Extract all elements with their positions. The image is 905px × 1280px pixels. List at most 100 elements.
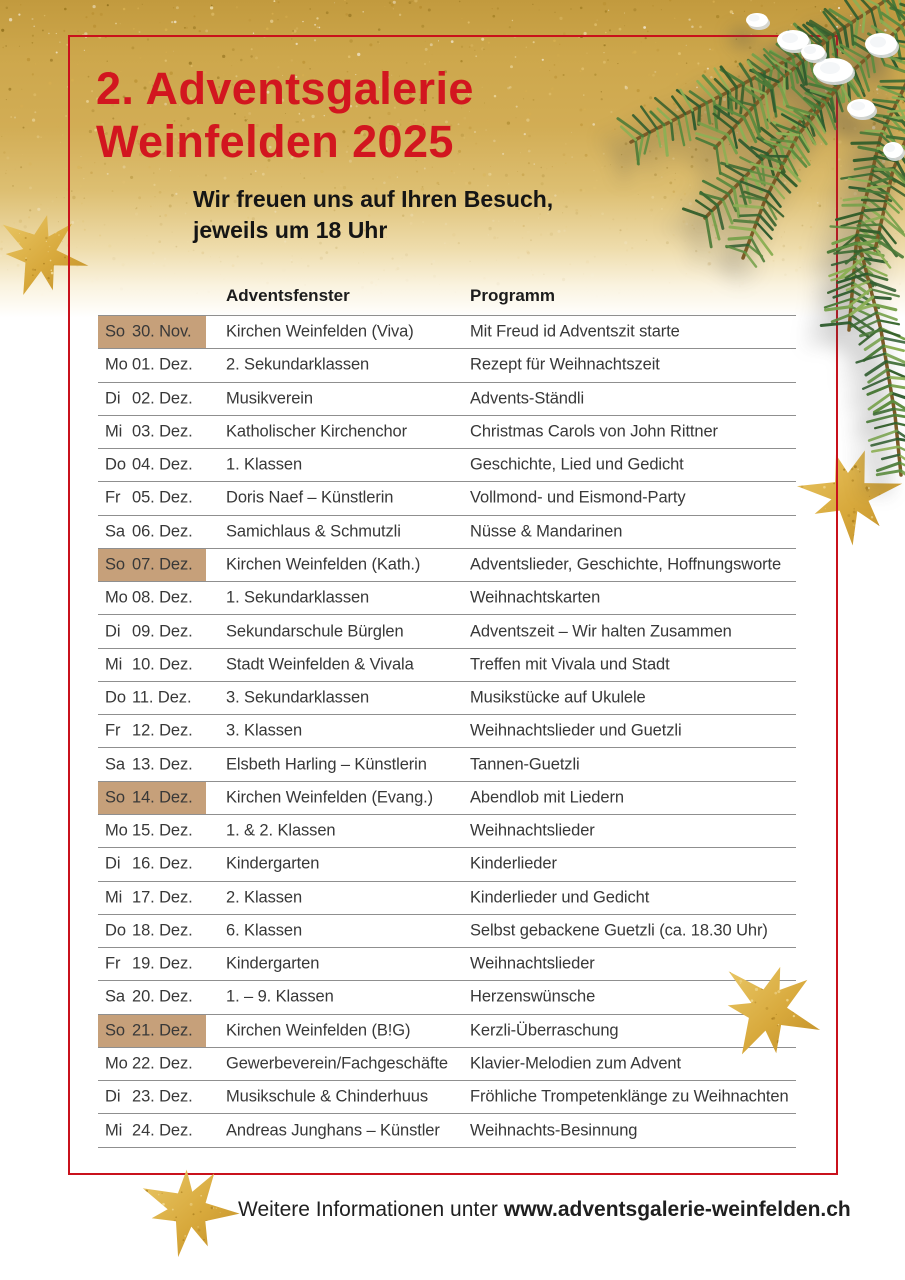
row-programm: Rezept für Weihnachtszeit	[470, 355, 660, 374]
row-adventsfenster: Stadt Weinfelden & Vivala	[226, 655, 414, 674]
row-date: 13. Dez.	[132, 755, 193, 774]
row-adventsfenster: Kirchen Weinfelden (Viva)	[226, 322, 414, 341]
row-adventsfenster: Kirchen Weinfelden (Evang.)	[226, 788, 434, 807]
visit-info-line1: Wir freuen uns auf Ihren Besuch,	[193, 186, 554, 212]
row-programm: Adventszeit – Wir halten Zusammen	[470, 622, 732, 641]
column-header-adventsfenster: Adventsfenster	[226, 286, 350, 305]
row-programm: Weihnachtskarten	[470, 588, 601, 607]
day-date-cell	[98, 316, 206, 349]
row-adventsfenster: 1. Sekundarklassen	[226, 588, 370, 607]
table-row: Mi 17. Dez. 2. Klassen Kinderlieder und …	[98, 880, 796, 914]
row-adventsfenster: Kindergarten	[226, 854, 320, 873]
row-programm: Tannen-Guetzli	[470, 755, 580, 774]
row-programm: Geschichte, Lied und Gedicht	[470, 455, 684, 474]
row-programm: Treffen mit Vivala und Stadt	[470, 655, 670, 674]
table-row: Di 23. Dez. Musikschule & Chinderhuus Fr…	[98, 1080, 796, 1113]
visit-info-text: Wir freuen uns auf Ihren Besuch, jeweils…	[193, 184, 553, 246]
row-day: Do	[105, 921, 126, 940]
row-programm: Christmas Carols von John Rittner	[470, 422, 718, 441]
table-row: Sa 13. Dez. Elsbeth Harling – Künstlerin…	[98, 747, 796, 780]
row-programm: Klavier-Melodien zum Advent	[470, 1054, 681, 1073]
row-programm: Weihnachtslieder und Guetzli	[470, 721, 682, 740]
row-adventsfenster: 3. Klassen	[226, 721, 303, 740]
table-row: Do 11. Dez. 3. Sekundarklassen Musikstüc…	[98, 680, 796, 714]
table-row: Di 02. Dez. Musikverein Advents-Ständli	[98, 381, 796, 415]
row-day: Do	[105, 688, 126, 707]
row-day: Di	[105, 622, 121, 641]
row-date: 05. Dez.	[132, 488, 193, 507]
row-programm: Kerzli-Überraschung	[470, 1021, 619, 1040]
row-programm: Vollmond- und Eismond-Party	[470, 488, 686, 507]
row-adventsfenster: Katholischer Kirchenchor	[226, 422, 408, 441]
day-date-cell	[98, 548, 206, 582]
row-date: 15. Dez.	[132, 821, 193, 840]
row-date: 14. Dez.	[132, 788, 193, 807]
table-row: So 21. Dez. Kirchen Weinfelden (B!G) Ker…	[98, 1013, 796, 1047]
row-adventsfenster: 6. Klassen	[226, 921, 303, 940]
row-programm: Weihnachtslieder	[470, 821, 595, 840]
row-programm: Musikstücke auf Ukulele	[470, 688, 646, 707]
table-row: So 07. Dez. Kirchen Weinfelden (Kath.) A…	[98, 547, 796, 582]
table-row: Mi 10. Dez. Stadt Weinfelden & Vivala Tr…	[98, 647, 796, 681]
poster-title-line2: Weinfelden 2025	[96, 116, 454, 167]
row-day: Sa	[105, 987, 125, 1006]
row-adventsfenster: 3. Sekundarklassen	[226, 688, 370, 707]
row-date: 10. Dez.	[132, 655, 193, 674]
row-adventsfenster: Musikschule & Chinderhuus	[226, 1087, 429, 1106]
row-day: Mi	[105, 655, 123, 674]
row-adventsfenster: Doris Naef – Künstlerin	[226, 488, 394, 507]
table-row: Do 18. Dez. 6. Klassen Selbst gebackene …	[98, 913, 796, 947]
events-table: Adventsfenster Programm So 30. Nov. Kirc…	[98, 284, 796, 1148]
column-header-programm: Programm	[470, 286, 556, 305]
row-programm: Advents-Ständli	[470, 389, 585, 408]
gold-glitter-star-icon	[130, 1152, 246, 1273]
poster-title-line1: 2. Adventsgalerie	[96, 63, 474, 114]
row-day: Mi	[105, 422, 123, 441]
row-adventsfenster: Samichlaus & Schmutzli	[226, 522, 401, 541]
row-date: 12. Dez.	[132, 721, 193, 740]
row-day: So	[105, 322, 125, 341]
table-row: Mo 08. Dez. 1. Sekundarklassen Weihnacht…	[98, 581, 796, 614]
table-row: Mo 15. Dez. 1. & 2. Klassen Weihnachtsli…	[98, 813, 796, 847]
table-row: So 30. Nov. Kirchen Weinfelden (Viva) Mi…	[98, 315, 796, 349]
gold-glitter-star-icon	[788, 434, 905, 561]
table-row: Sa 06. Dez. Samichlaus & Schmutzli Nüsse…	[98, 514, 796, 548]
row-adventsfenster: 2. Klassen	[226, 888, 303, 907]
table-row: So 14. Dez. Kirchen Weinfelden (Evang.) …	[98, 780, 796, 814]
row-day: Mo	[105, 821, 128, 840]
row-day: Di	[105, 389, 121, 408]
row-programm: Nüsse & Mandarinen	[470, 522, 623, 541]
row-day: Mo	[105, 355, 128, 374]
table-row: Sa 20. Dez. 1. – 9. Klassen Herzenswünsc…	[98, 980, 796, 1013]
table-row: Fr 05. Dez. Doris Naef – Künstlerin Voll…	[98, 481, 796, 514]
table-row: Di 09. Dez. Sekundarschule Bürglen Adven…	[98, 614, 796, 647]
row-date: 24. Dez.	[132, 1121, 193, 1139]
row-programm: Fröhliche Trompetenklänge zu Weihnachten	[470, 1087, 789, 1106]
table-row: Mo 22. Dez. Gewerbeverein/Fachgeschäfte …	[98, 1046, 796, 1080]
row-day: Mi	[105, 1121, 123, 1139]
row-programm: Adventslieder, Geschichte, Hoffnungswort…	[470, 555, 782, 574]
row-date: 11. Dez.	[132, 688, 192, 707]
table-row: Fr 19. Dez. Kindergarten Weihnachtsliede…	[98, 947, 796, 980]
row-day: So	[105, 788, 125, 807]
row-date: 03. Dez.	[132, 422, 193, 441]
visit-info-line2: jeweils um 18 Uhr	[193, 217, 388, 243]
row-programm: Mit Freud id Adventszit starte	[470, 322, 680, 341]
row-date: 04. Dez.	[132, 455, 193, 474]
row-date: 17. Dez.	[132, 888, 193, 907]
row-day: Sa	[105, 522, 125, 541]
day-date-cell	[98, 1014, 206, 1047]
row-programm: Weihnachts-Besinnung	[470, 1121, 638, 1139]
table-row: Mo 01. Dez. 2. Sekundarklassen Rezept fü…	[98, 348, 796, 381]
row-programm: Selbst gebackene Guetzli (ca. 18.30 Uhr)	[470, 921, 768, 940]
row-day: So	[105, 1021, 125, 1040]
table-header-row: Adventsfenster Programm	[98, 284, 796, 315]
row-date: 22. Dez.	[132, 1054, 193, 1073]
row-adventsfenster: Gewerbeverein/Fachgeschäfte	[226, 1054, 449, 1073]
table-row: Mi 24. Dez. Andreas Junghans – Künstler …	[98, 1113, 796, 1146]
row-day: Do	[105, 455, 126, 474]
row-day: Mi	[105, 888, 123, 907]
row-adventsfenster: Kirchen Weinfelden (Kath.)	[226, 555, 421, 574]
row-date: 06. Dez.	[132, 522, 193, 541]
table-row: Fr 12. Dez. 3. Klassen Weihnachtslieder …	[98, 714, 796, 747]
